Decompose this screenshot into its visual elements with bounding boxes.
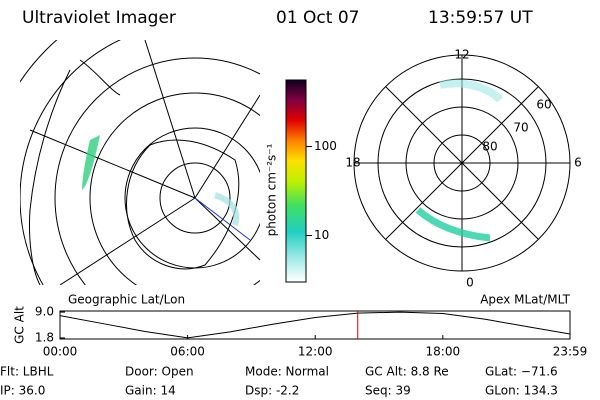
instrument: Ultraviolet Imager [22,8,176,28]
colorbar [285,79,307,283]
x-tick-label: 12:00 [298,345,333,359]
colorbar-tick-label: 100 [314,139,337,153]
polar-plot [353,54,571,272]
left-panel-label: Geographic Lat/Lon [68,293,185,307]
altitude-line [59,311,571,339]
footer-field: Mode: Normal [245,365,329,379]
footer-field: Gain: 14 [125,384,176,398]
footer-field: Flt: LBHL [0,365,54,379]
x-tick-label: 18:00 [426,345,461,359]
date: 01 Oct 07 [276,8,359,28]
colorbar-tick-label: 10 [314,228,329,242]
time: 13:59:57 UT [428,8,533,28]
colorbar-label: photon cm⁻²s⁻¹ [265,143,279,236]
y-tick-label: 1.8 [35,330,54,344]
x-tick-label: 06:00 [170,345,205,359]
mlat-label: 60 [536,98,551,112]
x-tick-label: 23:59 [553,345,588,359]
right-panel-label: Apex MLat/MLT [480,293,570,307]
altitude-ylabel: GC Alt [13,306,27,344]
footer-field: Door: Open [125,365,194,379]
y-tick-label: 9.0 [35,305,54,319]
geo-map [20,40,260,285]
footer-field: IP: 36.0 [0,384,45,398]
footer-field: GLon: 134.3 [485,384,558,398]
mlat-label: 70 [513,121,528,135]
footer-field: Seq: 39 [365,384,411,398]
mlt-label: 6 [574,156,582,170]
footer-field: GLat: −71.6 [485,365,558,379]
mlat-label: 80 [482,140,497,154]
mlt-label: 18 [345,156,360,170]
footer-field: GC Alt: 8.8 Re [365,365,449,379]
x-tick-label: 00:00 [43,345,78,359]
mlt-label: 0 [466,276,474,290]
mlt-label: 12 [454,48,469,62]
footer-field: Dsp: -2.2 [245,384,299,398]
altitude-frame [59,310,571,340]
